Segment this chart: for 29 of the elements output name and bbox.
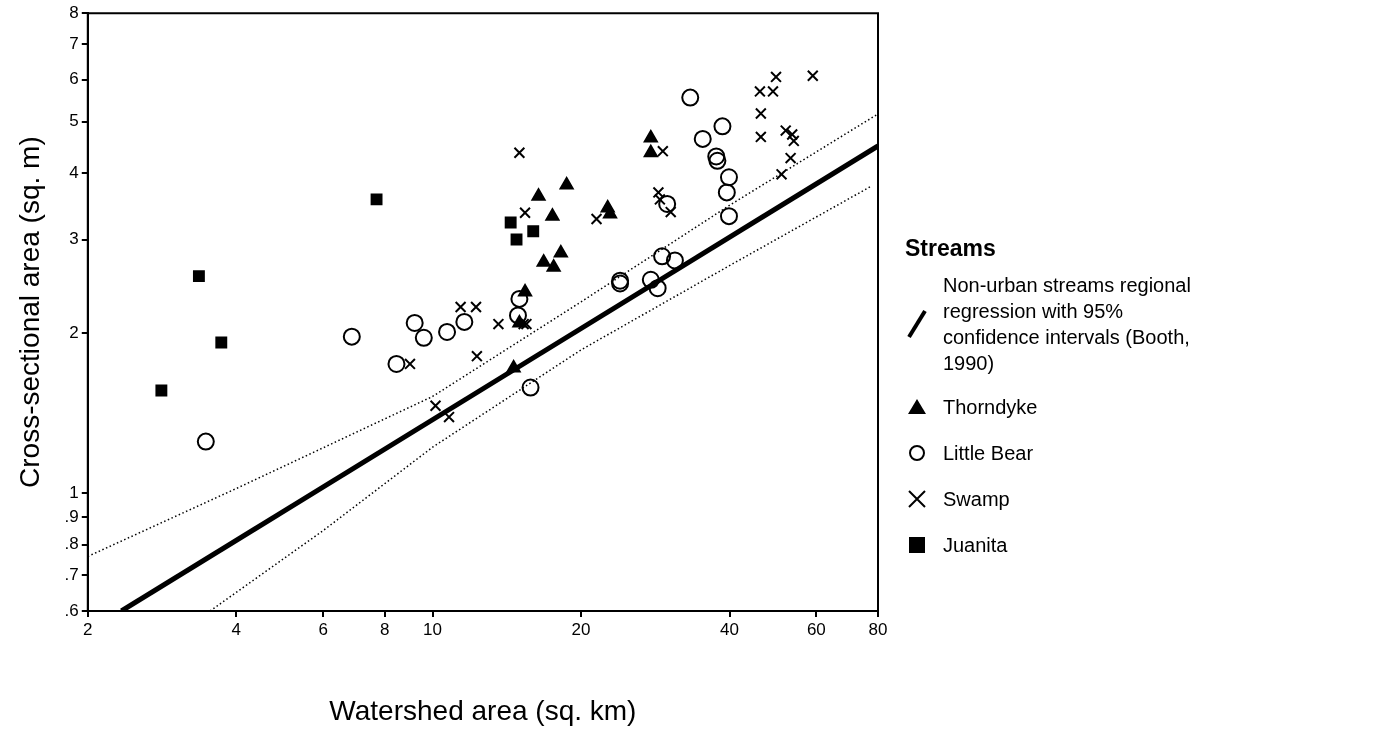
y-tick-label: .8 — [64, 534, 79, 554]
x-tick-label: 40 — [720, 619, 739, 639]
x-tick-label: 4 — [231, 619, 241, 639]
x-tick-label: 10 — [423, 619, 443, 639]
y-tick-label: 3 — [69, 229, 79, 249]
x-tick-label: 2 — [83, 619, 93, 639]
legend-label: Juanita — [943, 533, 1008, 558]
x-tick-label: 8 — [380, 619, 390, 639]
y-tick-label: 6 — [69, 69, 79, 89]
x-tick-label: 80 — [868, 619, 888, 639]
y-tick-label: .7 — [64, 565, 79, 585]
y-tick-label: 2 — [69, 322, 79, 342]
x-tick-label: 60 — [806, 619, 826, 639]
y-tick-label: .9 — [64, 507, 79, 527]
x-tick-label: 20 — [571, 619, 591, 639]
y-tick-label: 1 — [69, 482, 79, 502]
legend-label: Swamp — [943, 487, 1010, 512]
legend-title: Streams — [905, 235, 997, 262]
y-tick-label: 8 — [69, 2, 79, 22]
x-tick-label: 6 — [318, 619, 328, 639]
x-axis-title: Watershed area (sq. km) — [329, 694, 637, 726]
legend-label: Thorndyke — [943, 395, 1038, 420]
y-tick-label: 4 — [69, 162, 79, 182]
legend-label: Little Bear — [943, 441, 1034, 466]
y-axis-title: Cross-sectional area (sq. m) — [13, 136, 45, 488]
legend-label: Non-urban streams regional regression with 95% confidence intervals (Booth, 1990) — [943, 273, 1192, 376]
y-tick-label: .6 — [64, 600, 79, 620]
y-tick-label: 5 — [69, 111, 79, 131]
y-tick-label: 7 — [69, 33, 79, 53]
